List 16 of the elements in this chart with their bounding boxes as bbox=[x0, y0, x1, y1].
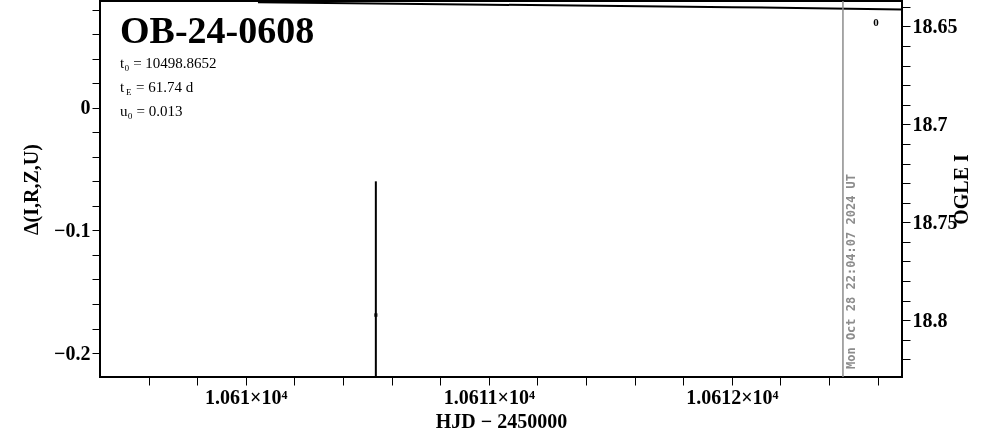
y2-tick-label: 18.65 bbox=[912, 14, 958, 37]
y-tick-label: 0 bbox=[80, 96, 91, 119]
y2-tick-label: 18.7 bbox=[912, 112, 948, 135]
annotation: 0 bbox=[873, 16, 880, 28]
y-axis-title: Δ(I,R,Z,U) bbox=[20, 144, 44, 235]
annotation: u₀ = 0.013 bbox=[120, 103, 183, 119]
x-axis-title: HJD − 2450000 bbox=[435, 409, 568, 432]
chart-title: OB-24-0608 bbox=[120, 9, 315, 51]
y-tick-label: −0.1 bbox=[54, 218, 91, 241]
x-tick-label: 1.0611×10⁴ bbox=[443, 385, 535, 408]
annotation: t₀ = 10498.8652 bbox=[120, 55, 217, 71]
x-tick-label: 1.061×10⁴ bbox=[205, 385, 288, 408]
annotation: Mon Oct 28 22:04:07 2024 UT bbox=[843, 173, 858, 369]
x-tick-label: 1.0612×10⁴ bbox=[686, 385, 779, 408]
y2-tick-label: 18.8 bbox=[912, 308, 948, 331]
y-tick-label: −0.2 bbox=[54, 341, 91, 364]
